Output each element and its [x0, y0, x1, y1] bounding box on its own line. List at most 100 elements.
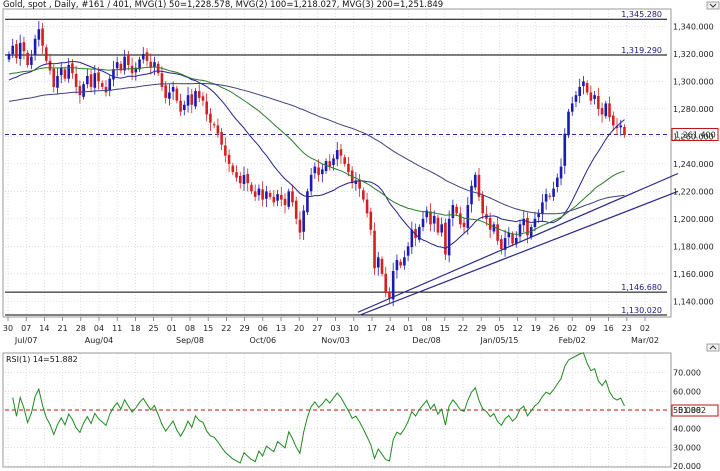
price-tick-label: 1,140.000 [673, 297, 714, 306]
x-day-label: 17 [367, 324, 377, 333]
rsi-line-path [12, 352, 625, 464]
candle [22, 36, 26, 60]
candle [324, 158, 328, 174]
scroll-up-button[interactable] [706, 343, 720, 352]
x-day-label: 10 [349, 324, 359, 333]
price-tick-label: 1,200.000 [673, 215, 714, 224]
candle [205, 93, 208, 122]
chevron-down-icon [709, 3, 717, 8]
x-day-label: 01 [167, 324, 177, 333]
rsi-tick-label: 70.000 [673, 369, 701, 378]
rsi-value-label: 51.882 [678, 406, 706, 415]
rsi-label: RSI(1) 14=51.882 [6, 355, 78, 364]
scroll-down-button[interactable] [706, 1, 720, 10]
candle [231, 162, 235, 175]
candle [145, 48, 149, 67]
x-day-label: 09 [585, 324, 595, 333]
x-day-label: 03 [331, 324, 341, 333]
x-day-label: 02 [640, 324, 650, 333]
candle [123, 49, 126, 75]
rsi-panel: RSI(1) 14=51.882 51.882 20.000 30.000 40.00… [2, 352, 719, 471]
candle [623, 124, 626, 138]
candle [59, 62, 63, 84]
candle [339, 143, 343, 164]
candle [257, 184, 261, 201]
x-day-label: 01 [403, 324, 413, 333]
price-gridlines [5, 10, 667, 315]
x-day-label: 04 [94, 324, 104, 333]
candle [608, 96, 611, 122]
x-month-label: Sep/08 [176, 336, 204, 345]
current-price-tag [671, 127, 719, 141]
candle [156, 61, 160, 76]
candle [52, 64, 56, 93]
candle [190, 88, 194, 114]
candle [108, 74, 112, 97]
candle [197, 84, 201, 103]
candle [518, 220, 522, 242]
trendline-lower [359, 190, 679, 316]
candle [503, 229, 507, 257]
chevron-up-icon [709, 345, 717, 350]
rsi-tick-label: 30.000 [673, 443, 701, 452]
candle [15, 39, 18, 64]
candle [287, 188, 291, 210]
level-label: 1,130.020 [621, 306, 662, 315]
candle [589, 85, 593, 105]
candle [373, 222, 376, 276]
candle [313, 162, 317, 179]
candle [183, 100, 186, 116]
candle [7, 51, 11, 63]
candle [63, 66, 67, 82]
trendlines [357, 172, 679, 316]
candle [522, 210, 526, 233]
candle [261, 181, 264, 207]
x-day-label: 23 [622, 324, 632, 333]
candle [563, 128, 567, 175]
candle [246, 168, 250, 192]
candle [362, 187, 365, 203]
candle [11, 38, 15, 59]
candle [268, 190, 272, 200]
candle [582, 75, 585, 95]
rsi-tick-label: 50.000 [673, 406, 701, 415]
candle [309, 167, 313, 196]
candle [328, 154, 332, 171]
candle [481, 191, 485, 219]
candle [272, 189, 276, 207]
candle [391, 262, 395, 307]
candle [429, 203, 432, 232]
rsi-y-axis-labels: 20.000 30.000 40.000 50.000 60.000 70.000 [673, 369, 701, 471]
candle [41, 22, 44, 54]
price-tick-label: 1,280.000 [673, 105, 714, 114]
candle [447, 210, 451, 263]
candle [611, 111, 615, 131]
candle [141, 47, 145, 64]
candle [48, 53, 52, 75]
candle [470, 180, 473, 213]
x-month-label: Feb/02 [559, 336, 586, 345]
candle [473, 172, 477, 191]
candle [432, 210, 436, 232]
candle [574, 91, 578, 108]
candle [224, 137, 227, 163]
x-month-label: Oct/06 [249, 336, 276, 345]
x-day-label: 16 [604, 324, 614, 333]
date-axis: 30 07 14 21 28 04 11 18 25 01 08 15 22 29 06 13 20 27 03 10… [3, 317, 659, 345]
candle [406, 242, 410, 262]
candle [604, 100, 608, 119]
x-month-label: Mar/02 [631, 336, 659, 345]
candle [93, 64, 97, 95]
candle [570, 96, 574, 116]
candle [194, 88, 197, 110]
candle [18, 34, 22, 66]
candle [384, 266, 388, 298]
candle [127, 50, 130, 71]
x-day-label: 26 [549, 324, 559, 333]
candle [347, 157, 350, 177]
candle [56, 67, 59, 95]
candle [74, 65, 78, 94]
x-day-label: 27 [312, 324, 322, 333]
candle [436, 214, 440, 236]
candle [585, 80, 589, 96]
